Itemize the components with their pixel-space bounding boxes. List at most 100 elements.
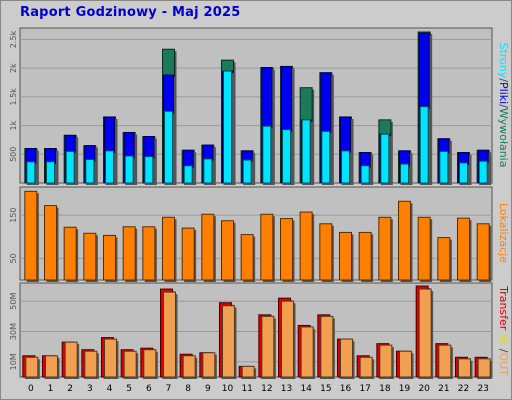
y-tick-label: 1k xyxy=(9,120,18,130)
x-tick-label: 6 xyxy=(146,384,152,394)
sites-bar xyxy=(24,190,38,281)
x-tick-label: 5 xyxy=(126,384,132,394)
transfer-out-bar xyxy=(261,315,275,378)
x-tick-label: 0 xyxy=(28,384,34,394)
sites-bar xyxy=(221,220,234,281)
sites-bar xyxy=(319,223,333,281)
sites-bar xyxy=(476,223,490,281)
transfer-out-bar xyxy=(438,344,452,378)
x-tick-label: 4 xyxy=(107,384,113,394)
x-tick-label: 7 xyxy=(166,384,172,394)
hits-bar xyxy=(439,150,449,184)
transfer-out-bar xyxy=(123,350,137,378)
y-tick-label: 50 xyxy=(9,253,18,263)
x-tick-label: 19 xyxy=(399,384,411,394)
hits-bar xyxy=(262,125,272,184)
transfer-out-bar xyxy=(241,365,255,378)
transfer-out-bar xyxy=(222,305,235,378)
legend-transfer-part: OUT xyxy=(497,352,510,376)
x-tick-label: 18 xyxy=(379,384,391,394)
y-tick-label: 2.5k xyxy=(9,30,18,48)
transfer-out-bar xyxy=(202,352,216,378)
legend-sites-part: Lokalizacje xyxy=(497,203,510,263)
transfer-out-bar xyxy=(182,355,196,378)
x-tick-label: 23 xyxy=(477,384,488,394)
x-tick-label: 22 xyxy=(458,384,469,394)
transfer-out-bar xyxy=(477,358,491,378)
transfer-out-bar xyxy=(84,350,98,378)
hits-bar xyxy=(301,119,311,184)
x-tick-label: 8 xyxy=(185,384,191,394)
sites-bar xyxy=(83,232,97,281)
x-tick-label: 11 xyxy=(241,384,252,394)
transfer-out-bar xyxy=(64,341,78,378)
hits-bar xyxy=(360,165,370,184)
hits-bar xyxy=(419,106,429,184)
transfer-out-bar xyxy=(281,300,294,378)
sites-bar xyxy=(103,234,116,281)
sites-bar xyxy=(457,217,470,281)
hits-bar xyxy=(26,161,36,184)
y-tick-label: 10M xyxy=(9,353,18,370)
legend-hits: Strony/Pliki/Wywołania xyxy=(497,43,510,168)
hits-bar xyxy=(459,162,468,184)
x-tick-label: 15 xyxy=(320,384,331,394)
x-tick-label: 12 xyxy=(261,384,272,394)
sites-bar xyxy=(280,218,293,281)
legend-hits-part: Pliki xyxy=(497,82,510,104)
hits-bar xyxy=(321,130,331,184)
legend-hits-part: / xyxy=(497,104,510,108)
x-tick-label: 16 xyxy=(340,384,352,394)
transfer-out-bar xyxy=(458,358,471,378)
y-tick-label: 30M xyxy=(9,323,18,340)
x-tick-label: 2 xyxy=(67,384,73,394)
legend-hits-part: / xyxy=(497,78,510,82)
x-tick-label: 3 xyxy=(87,384,93,394)
x-tick-label: 13 xyxy=(281,384,292,394)
sites-bar xyxy=(122,226,136,281)
hits-bar xyxy=(183,165,193,184)
sites-bar xyxy=(339,231,352,281)
y-tick-label: 500 xyxy=(9,147,18,162)
hits-bar xyxy=(282,129,291,184)
transfer-out-bar xyxy=(45,355,58,378)
transfer-out-bar xyxy=(104,338,117,378)
sites-bar xyxy=(63,226,77,281)
legend-hits-part: Wywołania xyxy=(497,108,510,168)
sites-bar xyxy=(299,211,313,281)
sites-bar xyxy=(162,216,175,281)
sites-bar xyxy=(201,213,215,281)
sites-bar xyxy=(240,234,254,281)
sites-bar xyxy=(181,227,195,281)
hits-bar xyxy=(478,160,488,184)
transfer-out-bar xyxy=(25,356,39,378)
transfer-out-bar xyxy=(359,356,373,378)
transfer-out-bar xyxy=(163,291,176,378)
hits-bar xyxy=(144,156,154,184)
legend-transfer: Transfer IN /OUT xyxy=(497,285,510,376)
x-tick-label: 21 xyxy=(438,384,449,394)
x-tick-label: 14 xyxy=(300,384,312,394)
hits-bar xyxy=(124,155,134,184)
legend-hits-part: Strony xyxy=(497,43,510,79)
panel-sites xyxy=(19,186,493,281)
transfer-out-bar xyxy=(399,350,412,378)
hits-bar xyxy=(400,163,409,184)
hits-bar xyxy=(46,161,55,184)
sites-bar xyxy=(44,205,57,281)
transfer-out-bar xyxy=(320,315,334,378)
x-tick-label: 1 xyxy=(48,384,54,394)
hits-bar xyxy=(105,150,114,184)
y-tick-label: 150 xyxy=(9,207,18,222)
sites-bar xyxy=(358,231,372,281)
legend-transfer-part: IN xyxy=(497,330,510,345)
x-tick-label: 20 xyxy=(418,384,430,394)
sites-bar xyxy=(437,237,451,281)
legend-transfer-part: / xyxy=(497,345,510,352)
page-title: Raport Godzinowy - Maj 2025 xyxy=(20,5,241,20)
x-tick-label: 9 xyxy=(205,384,211,394)
transfer-out-bar xyxy=(418,288,432,378)
sites-bar xyxy=(142,226,156,281)
